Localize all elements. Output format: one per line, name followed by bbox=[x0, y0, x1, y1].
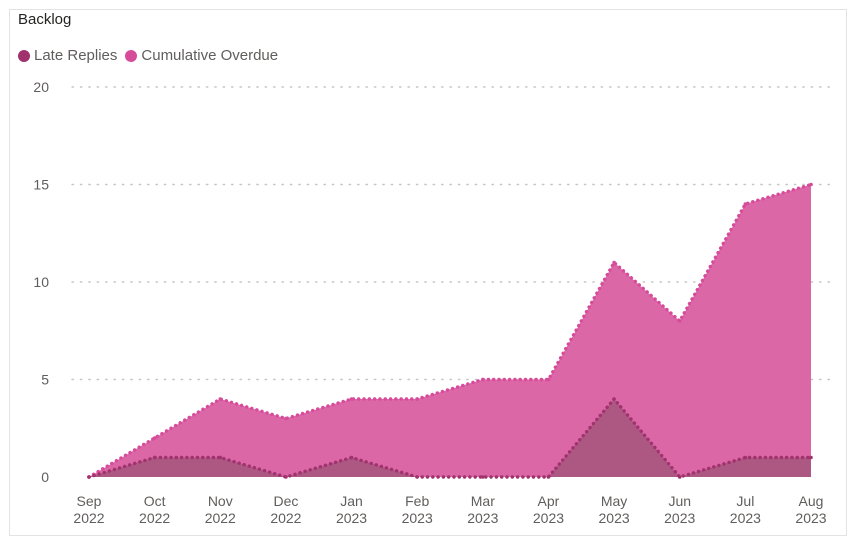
point-late-replies-0 bbox=[87, 475, 91, 479]
x-tick-label-0: Sep 2022 bbox=[73, 493, 104, 526]
point-late-replies-8 bbox=[612, 397, 616, 401]
x-tick-label-4: Jan 2023 bbox=[336, 493, 367, 526]
legend-marker-late-replies bbox=[18, 49, 30, 62]
legend-marker-cumulative-overdue bbox=[125, 49, 138, 62]
point-late-replies-3 bbox=[284, 475, 288, 479]
x-tick-label-10: Jul 2023 bbox=[730, 493, 761, 526]
x-tick-label-2: Nov 2022 bbox=[205, 493, 236, 526]
x-tick-label-3: Dec 2022 bbox=[270, 493, 301, 526]
y-tick-label-10: 10 bbox=[33, 274, 49, 290]
point-cumulative-overdue-1 bbox=[152, 436, 157, 440]
point-late-replies-4 bbox=[349, 455, 354, 460]
point-cumulative-overdue-9 bbox=[677, 319, 682, 323]
point-late-replies-6 bbox=[481, 475, 485, 479]
y-tick-label-15: 15 bbox=[33, 177, 49, 193]
legend-label-cumulative-overdue: Cumulative Overdue bbox=[141, 47, 279, 64]
point-cumulative-overdue-6 bbox=[481, 377, 485, 382]
x-tick-label-1: Oct 2022 bbox=[139, 493, 170, 526]
x-tick-label-11: Aug 2023 bbox=[795, 493, 826, 526]
x-tick-label-9: Jun 2023 bbox=[664, 493, 695, 526]
legend-item-cumulative-overdue[interactable]: Cumulative Overdue bbox=[125, 47, 278, 64]
x-tick-label-7: Apr 2023 bbox=[533, 493, 564, 526]
point-cumulative-overdue-7 bbox=[546, 377, 551, 382]
point-cumulative-overdue-11 bbox=[809, 182, 813, 187]
x-tick-label-8: May 2023 bbox=[599, 493, 630, 526]
y-tick-label-20: 20 bbox=[33, 79, 49, 95]
point-cumulative-overdue-4 bbox=[349, 397, 354, 401]
point-late-replies-10 bbox=[743, 455, 748, 460]
point-cumulative-overdue-10 bbox=[743, 202, 748, 206]
y-tick-label-5: 5 bbox=[41, 372, 49, 388]
legend: Late Replies Cumulative Overdue bbox=[18, 47, 286, 64]
point-late-replies-11 bbox=[809, 455, 813, 460]
y-tick-label-0: 0 bbox=[41, 469, 49, 485]
area-cumulative-overdue bbox=[89, 184, 811, 477]
point-late-replies-9 bbox=[677, 475, 682, 479]
point-cumulative-overdue-5 bbox=[415, 397, 419, 401]
legend-label-late-replies: Late Replies bbox=[34, 47, 118, 64]
area-late-replies bbox=[89, 399, 811, 477]
x-tick-label-5: Feb 2023 bbox=[402, 493, 433, 526]
chart-title: Backlog bbox=[18, 11, 72, 28]
legend-item-late-replies[interactable]: Late Replies bbox=[18, 47, 117, 64]
point-cumulative-overdue-3 bbox=[284, 416, 288, 421]
point-late-replies-5 bbox=[415, 475, 419, 479]
point-cumulative-overdue-8 bbox=[612, 260, 616, 265]
line-late-replies bbox=[87, 397, 813, 479]
point-late-replies-1 bbox=[152, 455, 157, 460]
x-tick-label-6: Mar 2023 bbox=[467, 493, 498, 526]
point-cumulative-overdue-2 bbox=[218, 397, 223, 401]
point-late-replies-2 bbox=[218, 455, 223, 460]
point-late-replies-7 bbox=[546, 475, 551, 479]
